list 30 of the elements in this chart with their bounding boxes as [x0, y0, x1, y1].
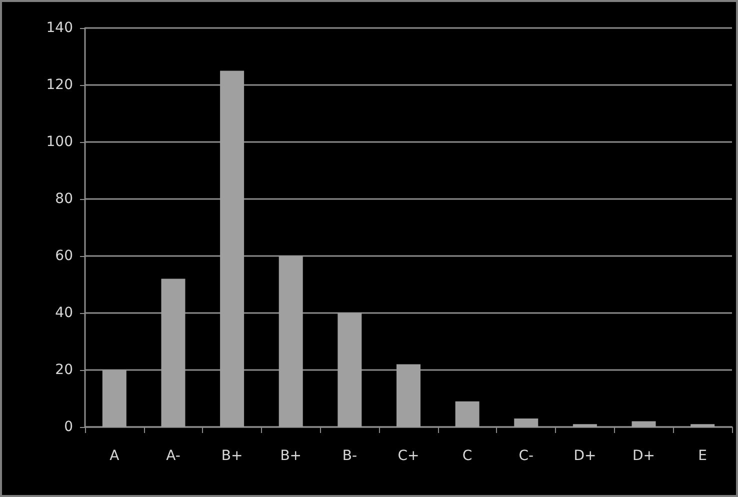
bar — [690, 424, 715, 427]
bar — [455, 401, 480, 427]
y-tick-label: 80 — [55, 191, 73, 207]
bar — [514, 418, 538, 427]
x-tick-label: E — [698, 448, 708, 464]
bar — [220, 70, 244, 427]
x-tick-label: B+ — [221, 448, 243, 464]
y-tick-label: 60 — [55, 248, 73, 264]
x-tick-label: D+ — [632, 448, 656, 464]
x-tick-label: A- — [166, 448, 180, 464]
bar — [102, 370, 126, 427]
x-tick-label: A — [110, 448, 120, 464]
x-tick-label: B- — [342, 448, 358, 464]
y-tick-label: 120 — [46, 77, 73, 93]
x-tick-label: B+ — [280, 448, 302, 464]
y-tick-label: 0 — [64, 419, 73, 435]
y-tick-label: 20 — [55, 362, 73, 378]
x-tick-label: C+ — [398, 448, 420, 464]
bar — [396, 364, 420, 427]
bar — [338, 313, 362, 427]
bar — [278, 256, 303, 427]
x-tick-label: C — [462, 448, 472, 464]
bar — [632, 421, 656, 427]
y-tick-label: 40 — [55, 305, 73, 321]
bar — [161, 278, 186, 427]
y-tick-label: 100 — [46, 134, 73, 150]
x-tick-label: C- — [518, 448, 534, 464]
bar — [572, 424, 597, 427]
x-tick-label: D+ — [574, 448, 596, 464]
y-tick-label: 140 — [46, 20, 73, 36]
